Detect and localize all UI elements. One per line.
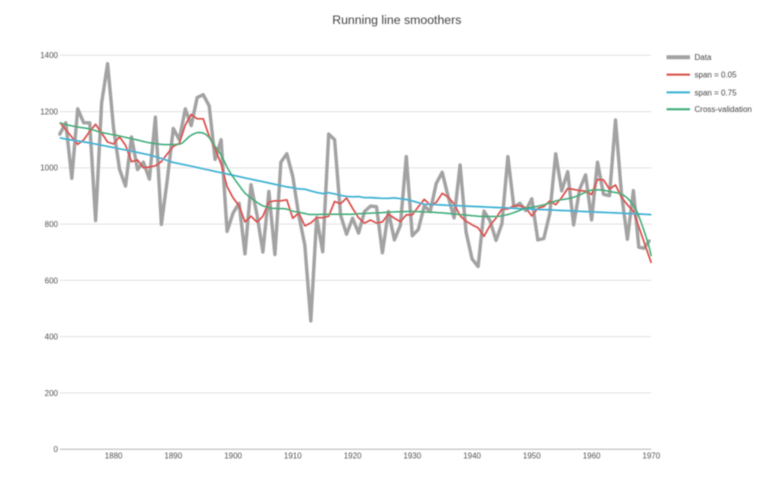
svg-text:0: 0: [54, 445, 59, 454]
svg-text:1900: 1900: [224, 451, 242, 460]
svg-text:1950: 1950: [523, 451, 541, 460]
svg-text:Cross-validation: Cross-validation: [695, 105, 752, 114]
svg-text:1910: 1910: [284, 451, 302, 460]
svg-text:400: 400: [45, 333, 59, 342]
svg-text:Data: Data: [695, 53, 712, 62]
svg-text:800: 800: [45, 220, 59, 229]
svg-text:600: 600: [45, 276, 59, 285]
svg-text:span = 0.05: span = 0.05: [695, 71, 738, 80]
svg-text:1400: 1400: [40, 51, 58, 60]
svg-text:Running line smoothers: Running line smoothers: [332, 13, 461, 27]
svg-text:1940: 1940: [463, 451, 481, 460]
svg-text:1970: 1970: [642, 451, 660, 460]
svg-text:1880: 1880: [105, 451, 123, 460]
svg-text:200: 200: [45, 389, 59, 398]
svg-text:1930: 1930: [403, 451, 421, 460]
svg-text:1890: 1890: [164, 451, 182, 460]
svg-text:1960: 1960: [583, 451, 601, 460]
svg-text:1200: 1200: [40, 108, 58, 117]
svg-text:1920: 1920: [344, 451, 362, 460]
svg-text:span = 0.75: span = 0.75: [695, 88, 738, 97]
svg-text:1000: 1000: [40, 164, 58, 173]
